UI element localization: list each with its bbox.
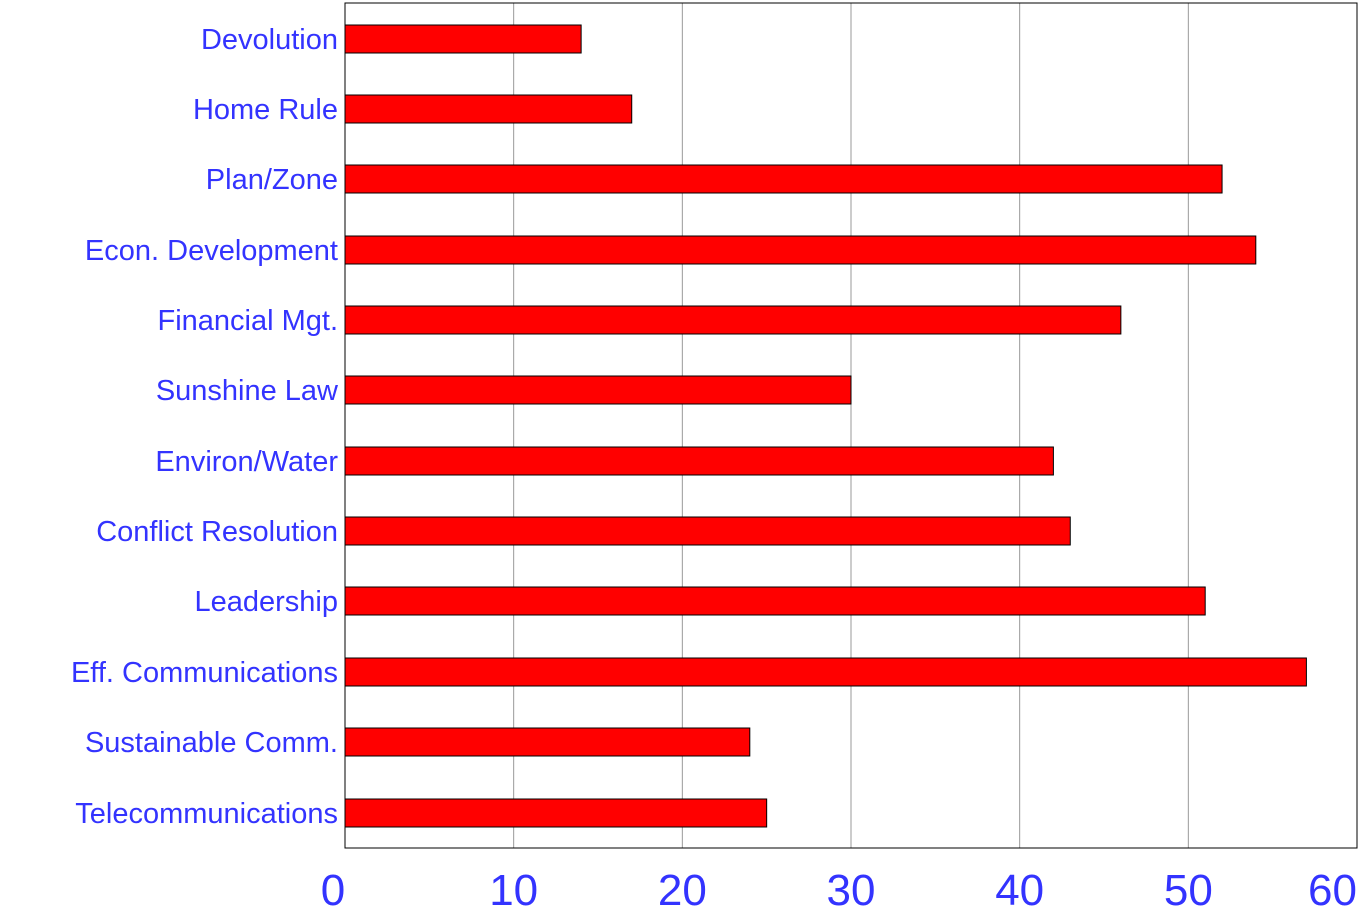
bar	[344, 516, 1071, 546]
bar	[344, 164, 1223, 194]
category-label: Telecommunications	[75, 798, 338, 830]
category-labels: Devolution Home Rule Plan/Zone Econ. Develo…	[71, 24, 339, 830]
category-label: Sustainable Comm.	[85, 727, 338, 759]
bar	[344, 375, 852, 405]
category-label: Environ/Water	[155, 446, 338, 478]
x-tick-label: 30	[827, 866, 876, 914]
x-tick-label: 0	[321, 866, 345, 914]
bar	[344, 235, 1257, 265]
category-label: Financial Mgt.	[157, 305, 338, 337]
category-label: Sunshine Law	[156, 375, 339, 407]
bar	[344, 798, 768, 828]
x-tick-label: 10	[489, 866, 538, 914]
x-tick-label: 40	[995, 866, 1044, 914]
bar-layer	[344, 24, 1307, 828]
category-label: Conflict Resolution	[96, 516, 338, 548]
x-tick-label: 60	[1308, 866, 1357, 914]
category-label: Econ. Development	[85, 235, 338, 267]
x-tick-label: 50	[1164, 866, 1213, 914]
bar	[344, 24, 582, 54]
x-tick-label: 20	[658, 866, 707, 914]
bar	[344, 586, 1206, 616]
plot-frame	[344, 2, 1358, 849]
category-label: Leadership	[195, 586, 339, 618]
category-label: Plan/Zone	[206, 164, 338, 196]
bar	[344, 305, 1122, 335]
bar	[344, 727, 751, 757]
axis-layer	[344, 2, 1358, 849]
category-label: Home Rule	[193, 94, 338, 126]
grid-layer	[513, 3, 1189, 848]
bar	[344, 94, 633, 124]
category-label: Eff. Communications	[71, 657, 338, 689]
bar	[344, 657, 1307, 687]
bar	[344, 446, 1054, 476]
category-label: Devolution	[201, 24, 338, 56]
x-tick-labels: 0 10 20 30 40 50 60	[321, 866, 1357, 915]
